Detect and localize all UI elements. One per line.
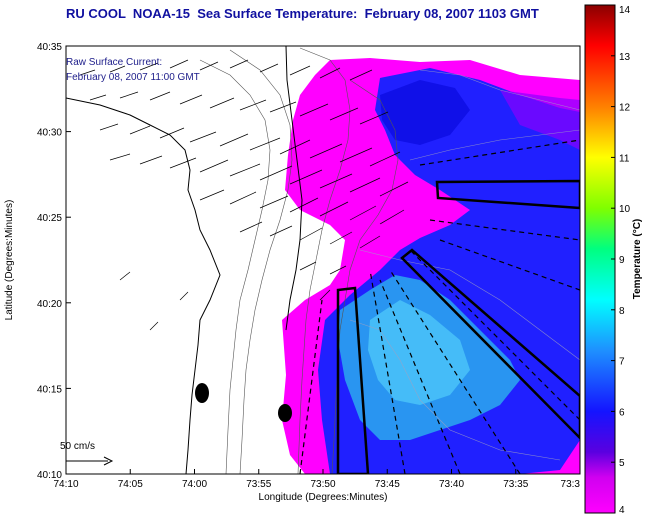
- y-tick-label: 40:15: [37, 384, 62, 395]
- y-tick-label: 40:25: [37, 213, 62, 224]
- colorbar-tick-label: 9: [619, 255, 625, 266]
- x-tick-label: 73:55: [246, 479, 271, 490]
- sst-dark-blue-patch: [380, 80, 470, 145]
- colorbar-tick-label: 8: [619, 306, 625, 317]
- current-vectors: [79, 59, 409, 331]
- coastline: [66, 97, 221, 474]
- transect-boxes: [336, 179, 580, 474]
- y-tick-label: 40:35: [37, 42, 62, 53]
- scale-arrow-head: [103, 456, 114, 466]
- x-tick-label: 74:05: [118, 479, 143, 490]
- y-tick-label: 40:30: [37, 128, 62, 139]
- x-tick-label: 73:45: [375, 479, 400, 490]
- y-tick-label: 40:20: [37, 299, 62, 310]
- station-marker: [195, 383, 209, 403]
- colorbar-tick-label: 10: [619, 204, 631, 215]
- colorbar-tick-label: 4: [619, 505, 625, 516]
- colorbar-tick-label: 13: [619, 52, 631, 63]
- colorbar-tick-label: 7: [619, 357, 625, 368]
- y-axis-label: Latitude (Degrees:Minutes): [4, 200, 15, 321]
- colorbar-tick-label: 6: [619, 407, 625, 418]
- colorbar-tick-label: 5: [619, 458, 625, 469]
- x-tick-label: 73:35: [503, 479, 528, 490]
- x-tick-label: 73:40: [439, 479, 464, 490]
- colorbar: [584, 4, 616, 514]
- colorbar-tick-label: 11: [619, 153, 630, 164]
- chart-title: RU COOL NOAA-15 Sea Surface Temperature:…: [66, 6, 539, 21]
- x-ticks: 74:10 74:05 74:00 73:55 73:50 73:45 73:40 73:35…: [53, 469, 581, 490]
- sst-light-cyan-region: [368, 300, 470, 405]
- annotation-line-1: Raw Surface Current:: [66, 57, 162, 68]
- colorbar-tick-label: 12: [619, 103, 631, 114]
- land-edge-right: [285, 46, 303, 331]
- x-tick-label: 73:50: [310, 479, 335, 490]
- colorbar-label: Temperature (°C): [632, 219, 643, 300]
- colorbar-tick-label: 14: [619, 5, 631, 16]
- station-marker: [278, 404, 292, 422]
- x-tick-label: 74:00: [182, 479, 207, 490]
- transect-dashed-lines: [299, 139, 580, 474]
- x-tick-label: 73:3: [561, 479, 581, 490]
- scale-label: 50 cm/s: [60, 441, 95, 452]
- x-tick-label: 74:10: [53, 479, 78, 490]
- y-tick-label: 40:10: [37, 470, 62, 481]
- colorbar-ticks: 4 5 6 7 8 9 10 11 12 13 14: [611, 4, 631, 516]
- isobath-lines: [199, 47, 399, 474]
- y-ticks: 40:10 40:15 40:20 40:25 40:30 40:35: [37, 42, 71, 481]
- x-axis-label: Longitude (Degrees:Minutes): [259, 492, 388, 503]
- map-layer: [66, 46, 580, 474]
- annotation-line-2: February 08, 2007 11:00 GMT: [66, 72, 200, 83]
